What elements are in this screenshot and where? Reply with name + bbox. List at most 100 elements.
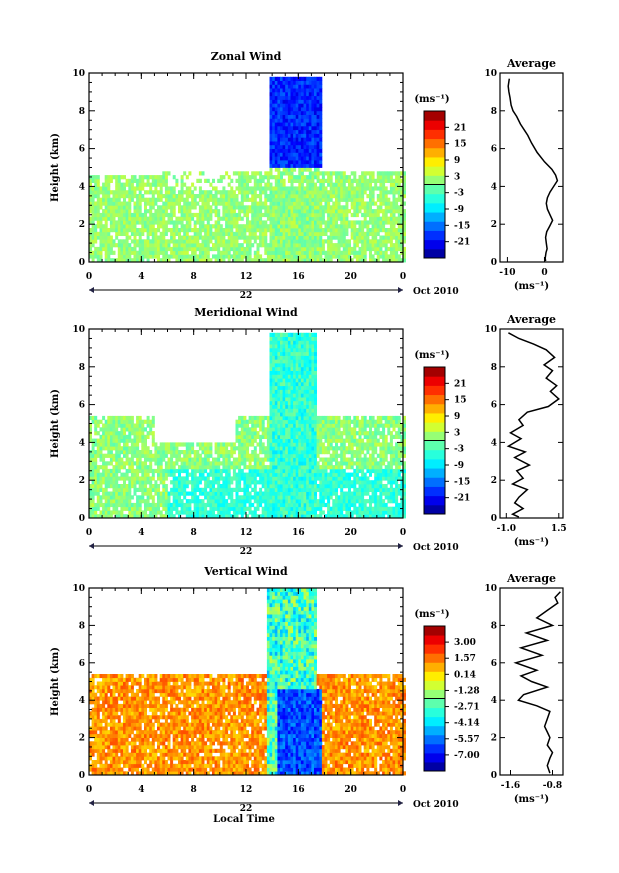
heatmap-cell xyxy=(94,178,98,183)
heatmap-cell xyxy=(308,197,312,202)
heatmap-cell xyxy=(280,393,283,398)
heatmap-cell xyxy=(363,186,367,191)
heatmap-cell xyxy=(327,224,331,229)
heatmap-cell xyxy=(266,506,270,511)
heatmap-cell xyxy=(306,163,310,168)
heatmap-cell xyxy=(274,408,278,413)
heatmap-cell xyxy=(300,141,304,146)
heatmap-cell xyxy=(91,205,95,210)
heatmap-cell xyxy=(363,190,367,195)
heatmap-cell xyxy=(379,224,383,229)
heatmap-cell xyxy=(285,209,289,214)
heatmap-cell xyxy=(130,239,134,244)
heatmap-cell xyxy=(311,171,315,176)
heatmap-cell xyxy=(298,156,302,161)
heatmap-cell xyxy=(319,220,323,225)
heatmap-cell xyxy=(274,415,278,421)
heatmap-cell xyxy=(382,186,386,191)
heatmap-cell xyxy=(180,506,184,511)
heatmap-cell xyxy=(379,250,383,255)
heatmap-cell xyxy=(308,148,312,153)
heatmap-cell xyxy=(332,235,336,240)
heatmap-cell xyxy=(335,197,338,202)
heatmap-cell xyxy=(269,389,273,394)
y-tick-label: 8 xyxy=(79,107,85,117)
heatmap-cell xyxy=(102,514,106,519)
heatmap-cell xyxy=(253,491,257,496)
heatmap-cell xyxy=(235,457,239,462)
heatmap-cell xyxy=(141,254,145,259)
heatmap-cell xyxy=(298,133,302,138)
heatmap-cell xyxy=(146,431,150,436)
heatmap-cell xyxy=(277,476,281,481)
heatmap-cell xyxy=(287,235,291,240)
heatmap-cell xyxy=(290,209,294,214)
heatmap-cell xyxy=(217,209,221,214)
heatmap-cell xyxy=(389,235,393,240)
heatmap-cell xyxy=(376,175,380,180)
heatmap-cell xyxy=(183,487,187,492)
heatmap-cell xyxy=(403,209,406,214)
heatmap-cell xyxy=(314,254,317,259)
heatmap-cell xyxy=(306,122,310,127)
heatmap-cell xyxy=(287,363,291,368)
heatmap-cell xyxy=(290,366,294,371)
heatmap-cell xyxy=(285,103,289,108)
heatmap-cell xyxy=(395,254,399,259)
heatmap-cell xyxy=(128,487,132,492)
heatmap-cell xyxy=(99,239,103,244)
heatmap-cell xyxy=(99,228,103,233)
heatmap-cell xyxy=(102,228,106,233)
heatmap-cell xyxy=(392,171,396,176)
heatmap-cell xyxy=(316,167,320,172)
heatmap-cell xyxy=(285,434,289,439)
heatmap-cell xyxy=(99,197,103,202)
heatmap-cell xyxy=(306,103,310,108)
heatmap-cell xyxy=(261,472,265,477)
heatmap-cell xyxy=(214,465,218,470)
heatmap-cell xyxy=(290,84,294,89)
heatmap-cell xyxy=(117,419,121,424)
heatmap-cell xyxy=(96,254,100,259)
heatmap-cell xyxy=(120,438,124,443)
heatmap-cell xyxy=(117,250,121,255)
heatmap-cell xyxy=(123,212,126,218)
heatmap-cell xyxy=(269,344,273,349)
heatmap-cell xyxy=(191,465,195,470)
heatmap-cell xyxy=(248,468,252,474)
heatmap-cell xyxy=(183,250,187,255)
heatmap-cell xyxy=(230,461,234,466)
heatmap-cell xyxy=(269,457,273,462)
heatmap-cell xyxy=(319,201,323,206)
heatmap-cell xyxy=(282,209,286,214)
heatmap-cell xyxy=(382,216,386,221)
heatmap-cell xyxy=(306,243,310,248)
heatmap-cell xyxy=(272,476,276,481)
heatmap-cell xyxy=(285,190,289,195)
heatmap-cell xyxy=(188,220,192,225)
heatmap-cell xyxy=(269,340,273,345)
heatmap-cell xyxy=(214,209,218,214)
heatmap-cell xyxy=(384,178,388,183)
heatmap-cell xyxy=(154,453,158,458)
heatmap-cell xyxy=(136,442,140,447)
heatmap-cell xyxy=(395,258,399,263)
heatmap-cell xyxy=(235,499,239,504)
heatmap-cell xyxy=(162,484,166,489)
heatmap-cell xyxy=(327,243,331,248)
heatmap-cell xyxy=(319,254,323,259)
heatmap-cell xyxy=(157,224,160,229)
heatmap-cell xyxy=(117,228,121,233)
heatmap-cell xyxy=(238,182,242,187)
heatmap-cell xyxy=(123,484,126,489)
heatmap-cell xyxy=(225,468,229,474)
date-bar-start-marker xyxy=(89,287,94,293)
heatmap-cell xyxy=(89,228,92,233)
heatmap-cell xyxy=(264,491,268,496)
heatmap-cell xyxy=(280,385,283,390)
heatmap-cell xyxy=(144,246,147,252)
heatmap-cell xyxy=(227,453,231,458)
heatmap-cell xyxy=(206,491,210,496)
heatmap-cell xyxy=(94,419,98,424)
